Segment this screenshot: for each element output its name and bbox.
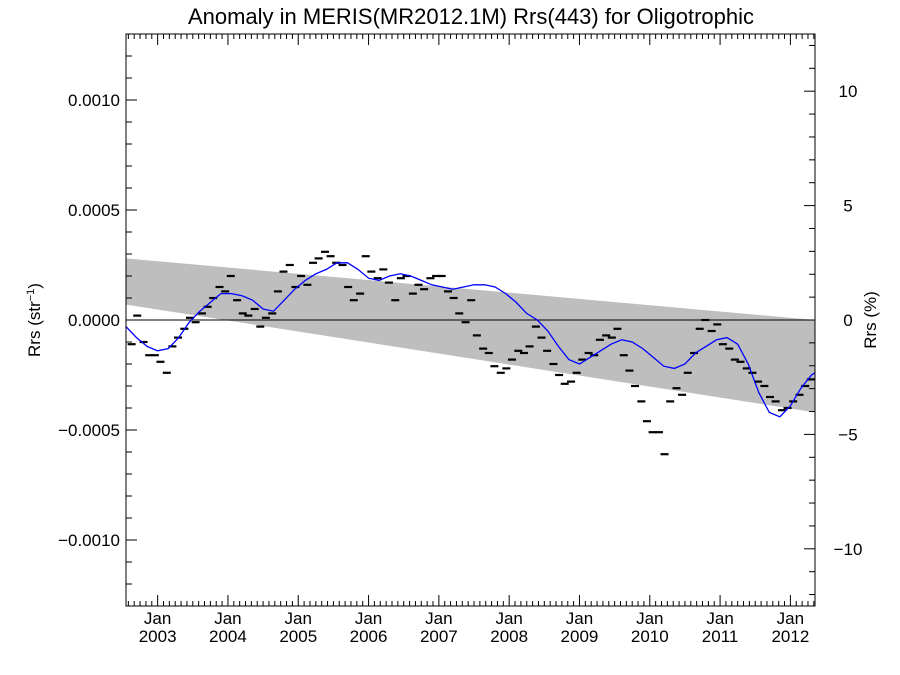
x-tick-label-year: 2004 bbox=[209, 627, 247, 646]
y2-tick-label: 5 bbox=[843, 197, 852, 216]
y2-tick-label: 10 bbox=[839, 82, 858, 101]
y2-tick-label: 0 bbox=[843, 311, 852, 330]
y-tick-label: 0.0005 bbox=[68, 201, 120, 220]
monthly-points bbox=[127, 250, 815, 456]
x-tick-label-month: Jan bbox=[355, 609, 382, 628]
y2-tick-label: −5 bbox=[838, 425, 857, 444]
x-tick-label-month: Jan bbox=[566, 609, 593, 628]
x-tick-labels: Jan2003Jan2004Jan2005Jan2006Jan2007Jan20… bbox=[139, 609, 810, 646]
y-tick-label: 0.0010 bbox=[68, 91, 120, 110]
trend-band bbox=[126, 258, 815, 413]
axis-ticks bbox=[126, 34, 815, 606]
y-axis-label: Rrs (str−1) bbox=[25, 283, 44, 357]
smooth-curve bbox=[125, 262, 816, 418]
x-tick-label-month: Jan bbox=[285, 609, 312, 628]
x-tick-label-year: 2011 bbox=[702, 627, 739, 646]
chart-title: Anomaly in MERIS(MR2012.1M) Rrs(443) for… bbox=[188, 4, 754, 29]
x-tick-label-month: Jan bbox=[144, 609, 171, 628]
y2-tick-labels: 10 5 0 −5 −10 bbox=[834, 82, 863, 559]
y-tick-label: −0.0010 bbox=[58, 531, 120, 550]
x-tick-label-month: Jan bbox=[706, 609, 733, 628]
y2-axis-label: Rrs (%) bbox=[861, 291, 880, 349]
y2-tick-label: −10 bbox=[834, 540, 863, 559]
y-tick-label: 0.0000 bbox=[68, 311, 120, 330]
plot-area bbox=[125, 250, 816, 456]
x-tick-label-year: 2009 bbox=[561, 627, 599, 646]
x-tick-label-month: Jan bbox=[425, 609, 452, 628]
x-tick-label-month: Jan bbox=[777, 609, 804, 628]
x-tick-label-month: Jan bbox=[636, 609, 663, 628]
x-tick-label-month: Jan bbox=[214, 609, 241, 628]
x-tick-label-year: 2008 bbox=[490, 627, 528, 646]
x-tick-label-year: 2006 bbox=[350, 627, 388, 646]
x-tick-label-year: 2010 bbox=[631, 627, 669, 646]
x-tick-label-year: 2005 bbox=[279, 627, 317, 646]
x-tick-label-year: 2012 bbox=[771, 627, 809, 646]
y-tick-labels: 0.0010 0.0005 0.0000 −0.0005 −0.0010 bbox=[58, 91, 120, 550]
y-tick-label: −0.0005 bbox=[58, 421, 120, 440]
x-tick-label-year: 2007 bbox=[420, 627, 458, 646]
x-tick-label-month: Jan bbox=[495, 609, 522, 628]
x-tick-label-year: 2003 bbox=[139, 627, 177, 646]
